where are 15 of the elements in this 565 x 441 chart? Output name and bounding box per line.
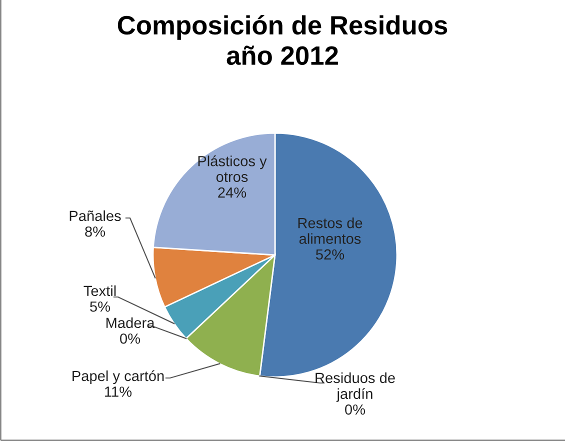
- data-label: 5%: [90, 302, 110, 312]
- slice-label: Pañales: [70, 210, 121, 222]
- data-label: 24%: [218, 187, 246, 198]
- category-label: Residuos de jardín: [316, 372, 395, 402]
- slice-label: Textil: [84, 285, 116, 296]
- chart-title: Composición de Residuos año 2012: [118, 15, 448, 65]
- slice-label: Plásticos y otros: [198, 155, 267, 182]
- data-label: 8%: [85, 226, 106, 237]
- slice-label: Restos de alimentos: [298, 217, 362, 244]
- text: 0%: [120, 333, 140, 344]
- category-label: Madera: [106, 317, 155, 328]
- slice-label: Papel y cartón: [72, 370, 164, 384]
- data-label: 11%: [105, 386, 132, 397]
- data-label: 52%: [316, 249, 344, 260]
- text: 0%: [345, 404, 366, 415]
